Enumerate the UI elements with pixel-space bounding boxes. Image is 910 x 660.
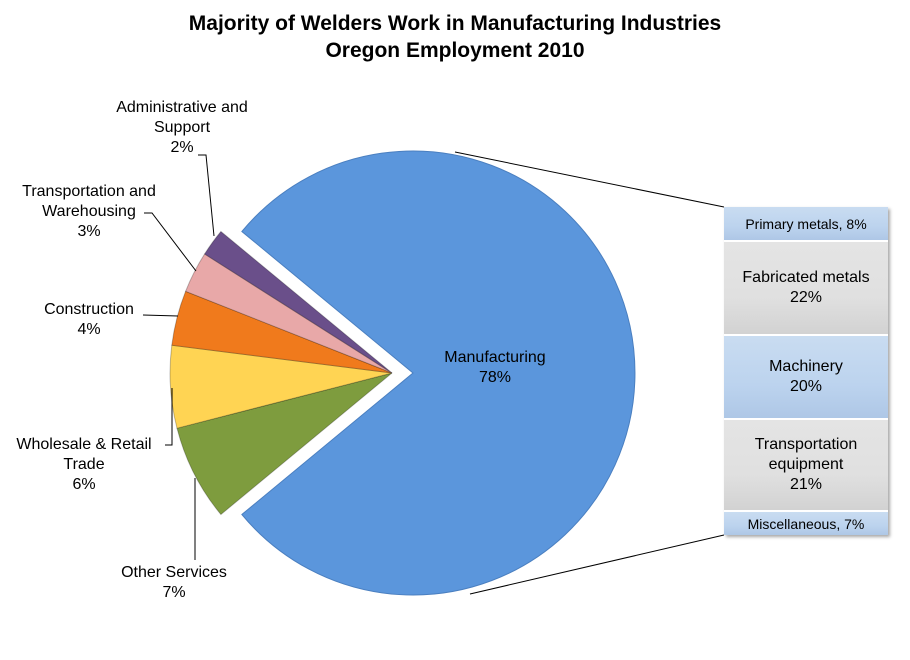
bar-label-transportation-equipment-line2: equipment	[768, 456, 844, 473]
chart-title: Majority of Welders Work in Manufacturin…	[0, 10, 910, 64]
label-admin-line1: Administrative and	[116, 99, 248, 116]
label-admin: Administrative and Support 2%	[92, 98, 272, 158]
bar-segment-fabricated-metals: Fabricated metals 22%	[724, 240, 888, 334]
bar-label-fabricated-metals-name: Fabricated metals	[742, 269, 870, 286]
leader-line-admin	[198, 154, 215, 237]
bar-label-fabricated-metals-value: 22%	[789, 289, 823, 306]
pie-slice-transportation-warehousing	[184, 253, 393, 374]
bar-label-transportation-equipment-line1: Transportation	[754, 436, 858, 453]
connector-line-bottom	[469, 534, 725, 595]
pie-slice-construction	[171, 290, 393, 374]
leader-line-transport	[144, 212, 197, 272]
label-transport: Transportation and Warehousing 3%	[0, 182, 178, 242]
label-transport-value: 3%	[77, 223, 101, 240]
bar-label-miscellaneous: Miscellaneous, 7%	[747, 515, 865, 532]
label-other-name: Other Services	[121, 564, 227, 581]
label-wholesale: Wholesale & Retail Trade 6%	[0, 435, 168, 495]
leader-line-wholesale	[165, 388, 173, 446]
label-admin-value: 2%	[170, 139, 194, 156]
label-construction-name: Construction	[44, 301, 134, 318]
bar-label-machinery-value: 20%	[789, 378, 823, 395]
label-manufacturing-name: Manufacturing	[444, 349, 546, 366]
bar-segment-machinery: Machinery 20%	[724, 334, 888, 418]
label-other-value: 7%	[162, 584, 186, 601]
label-construction: Construction 4%	[28, 300, 150, 340]
pie-slice-administrative-support	[203, 230, 393, 374]
bar-label-machinery-name: Machinery	[769, 358, 843, 375]
label-wholesale-line1: Wholesale & Retail	[16, 436, 152, 453]
label-other: Other Services 7%	[100, 563, 248, 603]
label-manufacturing-value: 78%	[478, 369, 512, 386]
label-construction-value: 4%	[77, 321, 101, 338]
label-manufacturing: Manufacturing 78%	[420, 348, 570, 388]
label-transport-line1: Transportation and	[22, 183, 156, 200]
label-wholesale-line2: Trade	[63, 456, 105, 473]
chart-title-line2: Oregon Employment 2010	[325, 39, 585, 62]
label-wholesale-value: 6%	[72, 476, 96, 493]
bar-segment-transportation-equipment: Transportation equipment 21%	[724, 418, 888, 510]
bar-label-transportation-equipment-value: 21%	[789, 476, 823, 493]
chart-title-line1: Majority of Welders Work in Manufacturin…	[188, 12, 722, 35]
label-admin-line2: Support	[153, 119, 211, 136]
manufacturing-breakdown-bar: Primary metals, 8% Fabricated metals 22%…	[724, 207, 888, 535]
pie-slice-wholesale-retail-trade	[169, 344, 393, 429]
label-transport-line2: Warehousing	[42, 203, 136, 220]
bar-label-primary-metals: Primary metals, 8%	[745, 215, 867, 232]
connector-line-top	[454, 151, 725, 208]
pie-slice-manufacturing	[241, 150, 636, 596]
leader-line-construction	[142, 314, 179, 317]
bar-segment-primary-metals: Primary metals, 8%	[724, 207, 888, 240]
pie-slice-other-services	[176, 372, 393, 516]
bar-segment-miscellaneous: Miscellaneous, 7%	[724, 510, 888, 535]
